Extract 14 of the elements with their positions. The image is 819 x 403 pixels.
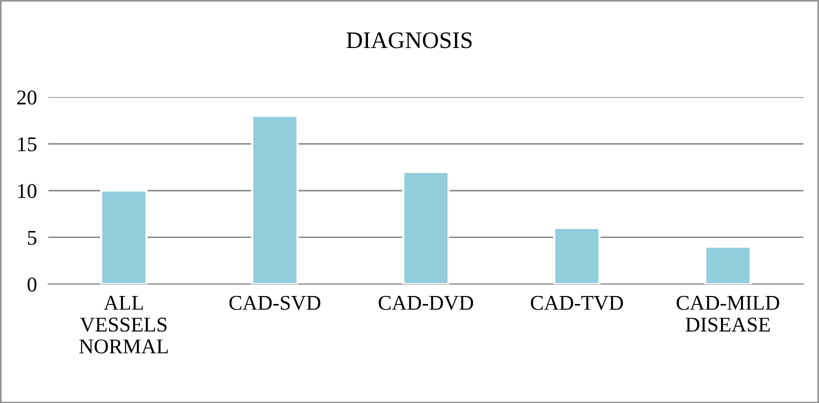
y-tick-label: 10: [18, 184, 36, 198]
x-tick-label: CAD-DVD: [378, 296, 474, 310]
bar: [251, 114, 299, 284]
y-tick-label: 20: [17, 90, 36, 105]
x-tick-label: CAD-SVD: [229, 296, 320, 310]
x-tick-label: ALL VESSELS NORMAL: [79, 296, 168, 354]
x-tick-label: CAD-TVD: [530, 296, 623, 310]
y-tick-label: 0: [28, 277, 36, 292]
y-tick-label: 15: [18, 137, 36, 152]
y-tick-label: 5: [28, 230, 36, 245]
bar: [704, 246, 752, 284]
chart-title: DIAGNOSIS: [346, 32, 472, 48]
bar: [100, 190, 148, 284]
x-tick-label: CAD-MILD DISEASE: [676, 296, 780, 332]
